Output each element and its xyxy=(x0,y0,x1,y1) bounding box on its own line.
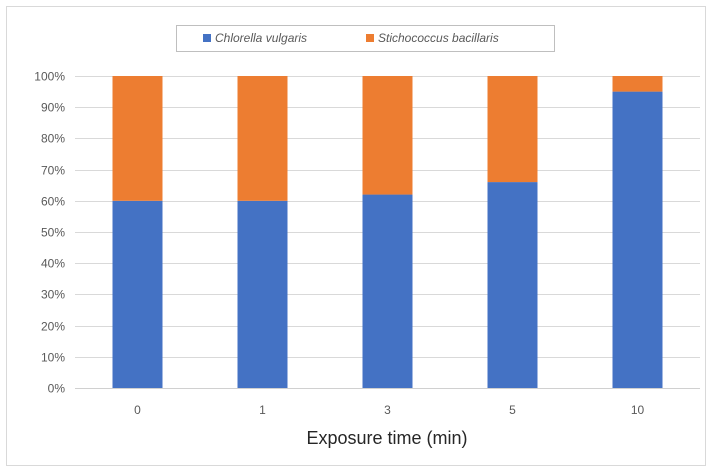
legend-swatch-series-1 xyxy=(203,34,211,42)
x-tick-label: 3 xyxy=(384,403,391,417)
y-axis-tick-labels: 0% 10% 20% 30% 40% 50% 60% 70% 80% 90% 100% xyxy=(34,70,65,396)
bar-segment-series-2-cat-1 xyxy=(237,76,288,201)
y-tick-label: 100% xyxy=(34,70,65,84)
bar-segment-series-1-cat-3 xyxy=(362,194,413,388)
legend-swatch-series-2 xyxy=(366,34,374,42)
bar-segment-series-1-cat-10 xyxy=(612,91,663,388)
bar-segment-series-2-cat-3 xyxy=(362,76,413,195)
y-tick-label: 90% xyxy=(41,101,65,115)
bar-segment-series-2-cat-0 xyxy=(112,76,163,201)
x-tick-label: 1 xyxy=(259,403,266,417)
y-tick-label: 50% xyxy=(41,226,65,240)
bar-segment-series-2-cat-10 xyxy=(612,76,663,92)
y-tick-label: 10% xyxy=(41,351,65,365)
y-tick-label: 40% xyxy=(41,257,65,271)
bar-segment-series-2-cat-5 xyxy=(487,76,538,183)
legend-box xyxy=(176,25,555,52)
x-axis-tick-labels: 0 1 3 5 10 xyxy=(134,403,644,417)
x-tick-label: 0 xyxy=(134,403,141,417)
legend-label-series-1: Chlorella vulgaris xyxy=(215,31,307,45)
legend: Chlorella vulgaris Stichococcus bacillar… xyxy=(176,25,555,52)
x-tick-label: 10 xyxy=(631,403,645,417)
y-tick-label: 0% xyxy=(48,382,66,396)
bar-segment-series-1-cat-1 xyxy=(237,200,288,388)
y-tick-label: 80% xyxy=(41,132,65,146)
x-tick-label: 5 xyxy=(509,403,516,417)
y-tick-label: 60% xyxy=(41,195,65,209)
x-axis-title: Exposure time (min) xyxy=(306,428,467,448)
y-tick-label: 30% xyxy=(41,288,65,302)
chart-frame xyxy=(6,6,706,466)
y-tick-label: 20% xyxy=(41,320,65,334)
y-tick-label: 70% xyxy=(41,164,65,178)
bar-segment-series-1-cat-0 xyxy=(112,200,163,388)
bar-segment-series-1-cat-5 xyxy=(487,182,538,388)
bars xyxy=(112,76,663,388)
legend-label-series-2: Stichococcus bacillaris xyxy=(378,31,499,45)
